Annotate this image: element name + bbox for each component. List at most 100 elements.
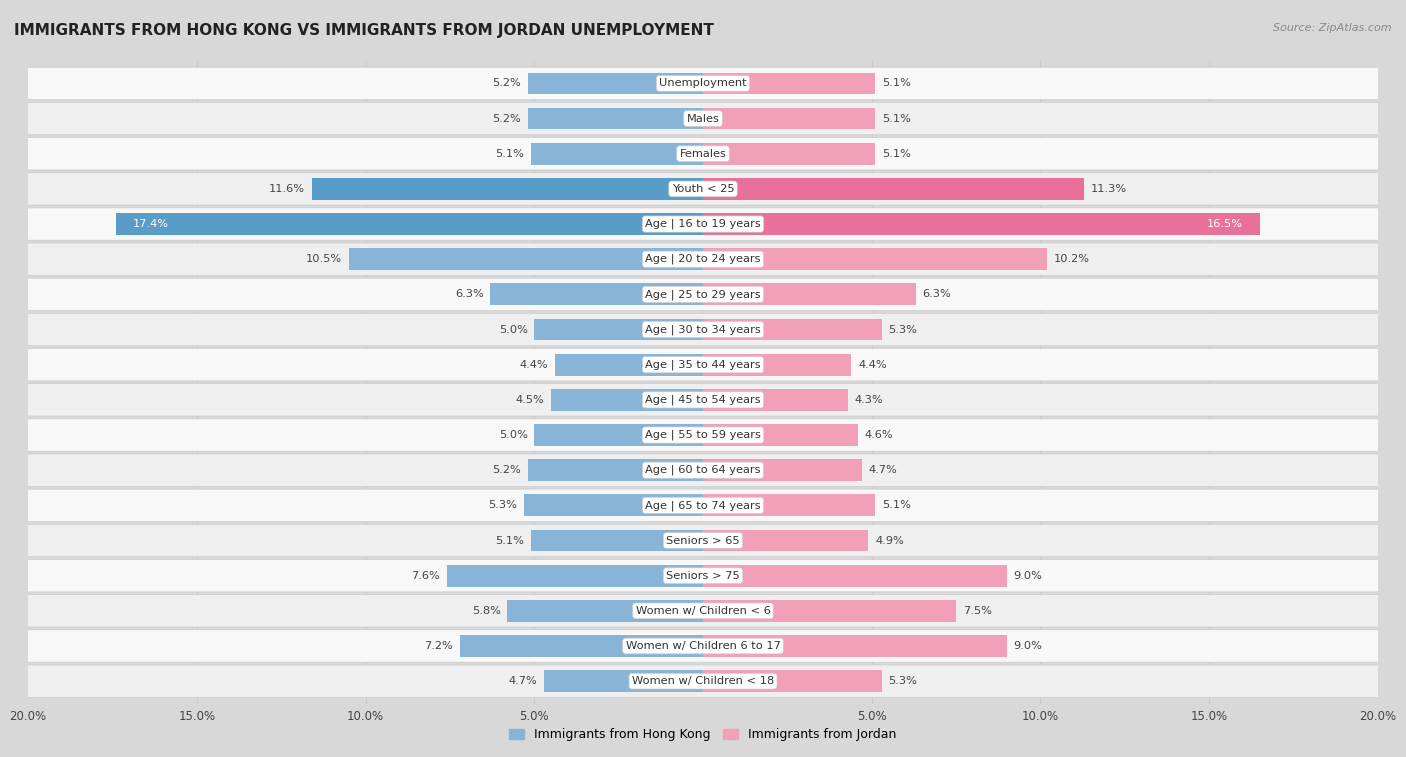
- FancyBboxPatch shape: [28, 384, 1378, 416]
- Bar: [527, 459, 703, 481]
- Bar: [703, 354, 852, 375]
- Bar: [703, 248, 1047, 270]
- FancyBboxPatch shape: [28, 279, 1378, 310]
- Bar: [534, 319, 703, 341]
- FancyBboxPatch shape: [28, 138, 1378, 170]
- Bar: [527, 73, 703, 95]
- Bar: [447, 565, 703, 587]
- Bar: [554, 354, 703, 375]
- Text: 6.3%: 6.3%: [922, 289, 950, 299]
- Text: Age | 60 to 64 years: Age | 60 to 64 years: [645, 465, 761, 475]
- Bar: [703, 424, 858, 446]
- Legend: Immigrants from Hong Kong, Immigrants from Jordan: Immigrants from Hong Kong, Immigrants fr…: [505, 723, 901, 746]
- Text: 5.1%: 5.1%: [882, 114, 911, 123]
- FancyBboxPatch shape: [28, 630, 1378, 662]
- Bar: [703, 73, 875, 95]
- Text: 17.4%: 17.4%: [132, 219, 169, 229]
- Text: Age | 65 to 74 years: Age | 65 to 74 years: [645, 500, 761, 511]
- Bar: [703, 178, 1084, 200]
- Bar: [551, 389, 703, 411]
- Bar: [703, 213, 1260, 235]
- Text: Women w/ Children 6 to 17: Women w/ Children 6 to 17: [626, 641, 780, 651]
- FancyBboxPatch shape: [28, 243, 1378, 276]
- Text: 4.3%: 4.3%: [855, 395, 883, 405]
- Text: 11.6%: 11.6%: [269, 184, 305, 194]
- Text: 10.5%: 10.5%: [307, 254, 342, 264]
- FancyBboxPatch shape: [28, 208, 1378, 240]
- Text: 4.7%: 4.7%: [869, 466, 897, 475]
- Bar: [524, 494, 703, 516]
- Text: Women w/ Children < 18: Women w/ Children < 18: [631, 676, 775, 686]
- Text: Women w/ Children < 6: Women w/ Children < 6: [636, 606, 770, 616]
- FancyBboxPatch shape: [28, 665, 1378, 697]
- Text: 5.8%: 5.8%: [471, 606, 501, 616]
- FancyBboxPatch shape: [28, 489, 1378, 522]
- Bar: [703, 565, 1007, 587]
- Bar: [703, 494, 875, 516]
- Text: Seniors > 65: Seniors > 65: [666, 535, 740, 546]
- Text: Source: ZipAtlas.com: Source: ZipAtlas.com: [1274, 23, 1392, 33]
- Text: Females: Females: [679, 148, 727, 159]
- Text: 4.9%: 4.9%: [875, 535, 904, 546]
- Text: 5.1%: 5.1%: [882, 79, 911, 89]
- Text: 11.3%: 11.3%: [1091, 184, 1128, 194]
- FancyBboxPatch shape: [28, 454, 1378, 486]
- FancyBboxPatch shape: [28, 173, 1378, 205]
- Bar: [703, 670, 882, 692]
- Text: Age | 55 to 59 years: Age | 55 to 59 years: [645, 430, 761, 441]
- Text: Age | 45 to 54 years: Age | 45 to 54 years: [645, 394, 761, 405]
- Text: 5.0%: 5.0%: [499, 430, 527, 440]
- Bar: [703, 600, 956, 621]
- Bar: [544, 670, 703, 692]
- Bar: [703, 389, 848, 411]
- Bar: [531, 143, 703, 164]
- Text: 4.7%: 4.7%: [509, 676, 537, 686]
- Bar: [703, 143, 875, 164]
- FancyBboxPatch shape: [28, 559, 1378, 592]
- FancyBboxPatch shape: [28, 525, 1378, 556]
- Bar: [508, 600, 703, 621]
- FancyBboxPatch shape: [28, 419, 1378, 451]
- Text: 4.5%: 4.5%: [516, 395, 544, 405]
- Text: 5.1%: 5.1%: [495, 535, 524, 546]
- Text: Age | 20 to 24 years: Age | 20 to 24 years: [645, 254, 761, 264]
- Text: 5.3%: 5.3%: [889, 676, 918, 686]
- Text: 9.0%: 9.0%: [1014, 641, 1042, 651]
- Bar: [349, 248, 703, 270]
- Text: 4.6%: 4.6%: [865, 430, 894, 440]
- Bar: [531, 530, 703, 551]
- Bar: [703, 107, 875, 129]
- Text: 9.0%: 9.0%: [1014, 571, 1042, 581]
- Bar: [312, 178, 703, 200]
- Text: Age | 25 to 29 years: Age | 25 to 29 years: [645, 289, 761, 300]
- Text: 7.2%: 7.2%: [425, 641, 453, 651]
- Text: 5.2%: 5.2%: [492, 114, 520, 123]
- Text: Males: Males: [686, 114, 720, 123]
- FancyBboxPatch shape: [28, 67, 1378, 100]
- FancyBboxPatch shape: [28, 595, 1378, 627]
- Text: 10.2%: 10.2%: [1054, 254, 1090, 264]
- Text: 5.1%: 5.1%: [882, 148, 911, 159]
- Text: 5.1%: 5.1%: [882, 500, 911, 510]
- Text: 5.3%: 5.3%: [488, 500, 517, 510]
- Text: 7.6%: 7.6%: [411, 571, 440, 581]
- Bar: [703, 459, 862, 481]
- Bar: [703, 530, 869, 551]
- Text: Youth < 25: Youth < 25: [672, 184, 734, 194]
- Text: Age | 35 to 44 years: Age | 35 to 44 years: [645, 360, 761, 370]
- Text: 16.5%: 16.5%: [1206, 219, 1243, 229]
- Text: 6.3%: 6.3%: [456, 289, 484, 299]
- Bar: [491, 283, 703, 305]
- Text: IMMIGRANTS FROM HONG KONG VS IMMIGRANTS FROM JORDAN UNEMPLOYMENT: IMMIGRANTS FROM HONG KONG VS IMMIGRANTS …: [14, 23, 714, 38]
- Text: Age | 16 to 19 years: Age | 16 to 19 years: [645, 219, 761, 229]
- Text: 5.3%: 5.3%: [889, 325, 918, 335]
- Bar: [534, 424, 703, 446]
- Text: Seniors > 75: Seniors > 75: [666, 571, 740, 581]
- Text: 7.5%: 7.5%: [963, 606, 991, 616]
- Text: 5.0%: 5.0%: [499, 325, 527, 335]
- FancyBboxPatch shape: [28, 102, 1378, 135]
- Text: 5.1%: 5.1%: [495, 148, 524, 159]
- Text: Unemployment: Unemployment: [659, 79, 747, 89]
- Bar: [703, 635, 1007, 657]
- Bar: [460, 635, 703, 657]
